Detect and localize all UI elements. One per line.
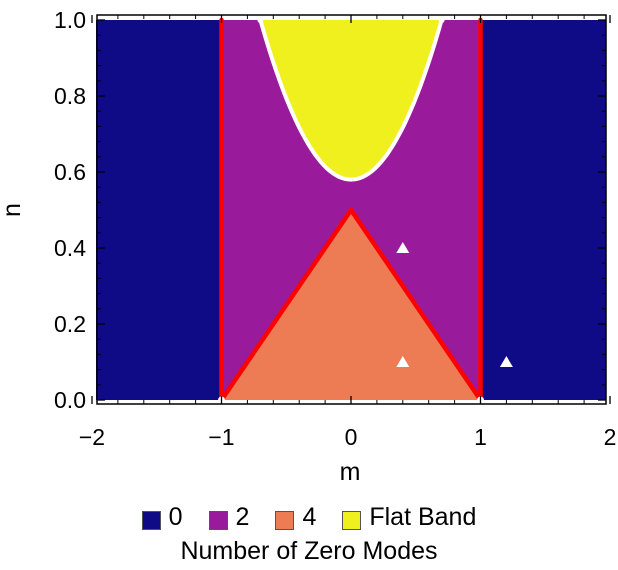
y-tick-label: 0.4 <box>54 235 86 261</box>
x-tick-label: 1 <box>474 424 487 450</box>
y-tick-label: 1.0 <box>54 7 86 33</box>
region-4-zero-modes <box>221 210 481 400</box>
y-tick-label: 0.0 <box>54 387 86 413</box>
legend-swatch-flat-band <box>342 510 362 530</box>
legend-item-2: 2 <box>208 502 250 532</box>
data-marker-triangle <box>499 356 513 367</box>
data-marker-triangle <box>396 356 410 367</box>
legend-label-2: 2 <box>235 502 250 531</box>
legend: 0 2 4 Flat Band <box>0 500 618 534</box>
legend-swatch-2 <box>208 510 228 530</box>
legend-item-flat-band: Flat Band <box>342 503 476 532</box>
x-tick-label: −2 <box>79 424 105 450</box>
phase-boundary-line-3 <box>348 207 483 403</box>
data-marker-triangle <box>396 242 410 253</box>
x-tick-label: −1 <box>208 424 234 450</box>
y-tick-label: 0.2 <box>54 311 86 337</box>
legend-label-0: 0 <box>168 502 183 531</box>
x-tick-label: 0 <box>345 424 358 450</box>
x-tick-label: 2 <box>604 424 617 450</box>
axes-frame: −2 −1 0 1 2 0.0 0.2 0.4 0.6 0.8 1.0 <box>54 7 616 450</box>
phase-boundary-line-2 <box>219 207 354 403</box>
y-tick-label: 0.6 <box>54 159 86 185</box>
legend-label-flat-band: Flat Band <box>369 502 477 531</box>
phase-diagram-chart: −2 −1 0 1 2 0.0 0.2 0.4 0.6 0.8 1.0 m n <box>0 7 616 486</box>
legend-swatch-0 <box>141 510 161 530</box>
legend-label-4: 4 <box>302 502 317 531</box>
y-axis-label: n <box>0 203 26 217</box>
flat-band-edge-point-0 <box>257 17 264 23</box>
x-axis-label: m <box>340 458 361 486</box>
flat-band-edge-point-1 <box>438 17 445 23</box>
legend-item-4: 4 <box>275 503 316 532</box>
region-flat-band <box>260 20 442 180</box>
y-tick-label: 0.8 <box>54 83 86 109</box>
legend-swatch-4 <box>275 510 295 530</box>
legend-item-0: 0 <box>141 502 183 532</box>
plot-area <box>96 17 606 404</box>
legend-title: Number of Zero Modes <box>180 537 438 565</box>
flat-band-boundary-curve <box>258 19 444 182</box>
